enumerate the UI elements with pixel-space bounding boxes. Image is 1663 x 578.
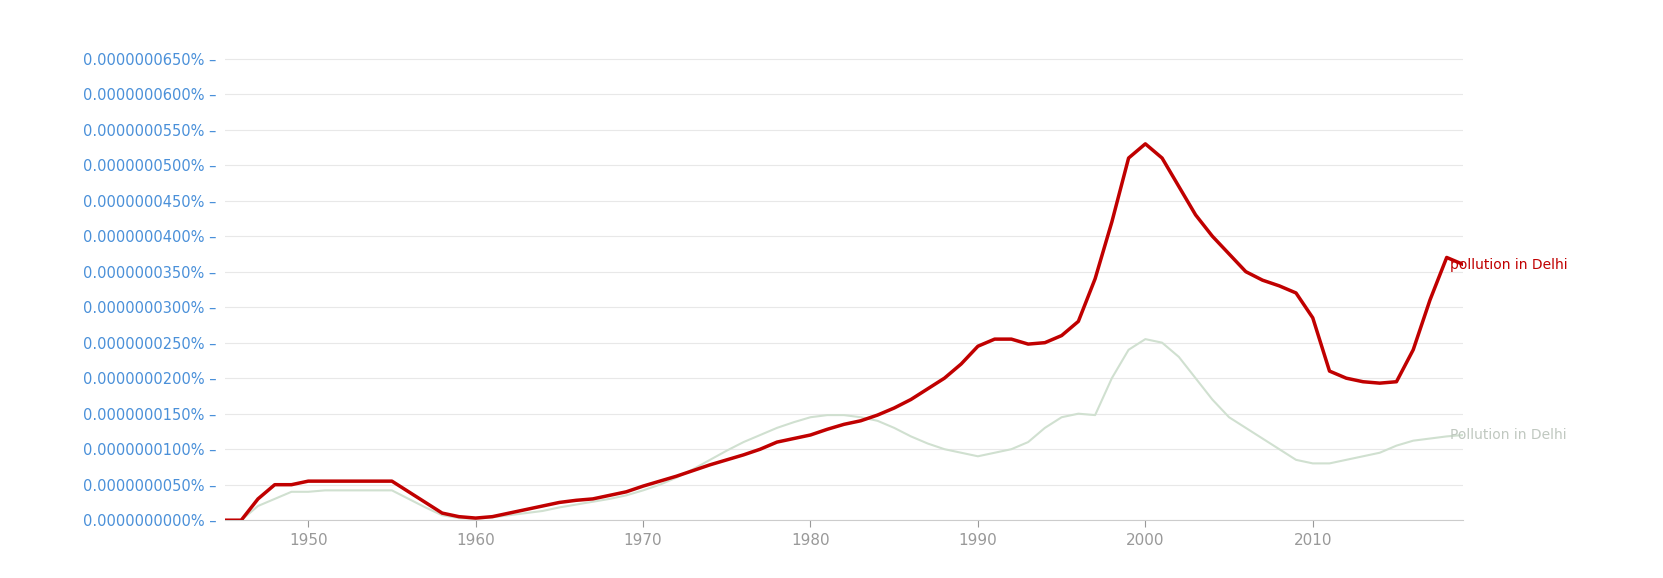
- Text: Pollution in Delhi: Pollution in Delhi: [1450, 428, 1567, 442]
- Text: pollution in Delhi: pollution in Delhi: [1450, 258, 1568, 272]
